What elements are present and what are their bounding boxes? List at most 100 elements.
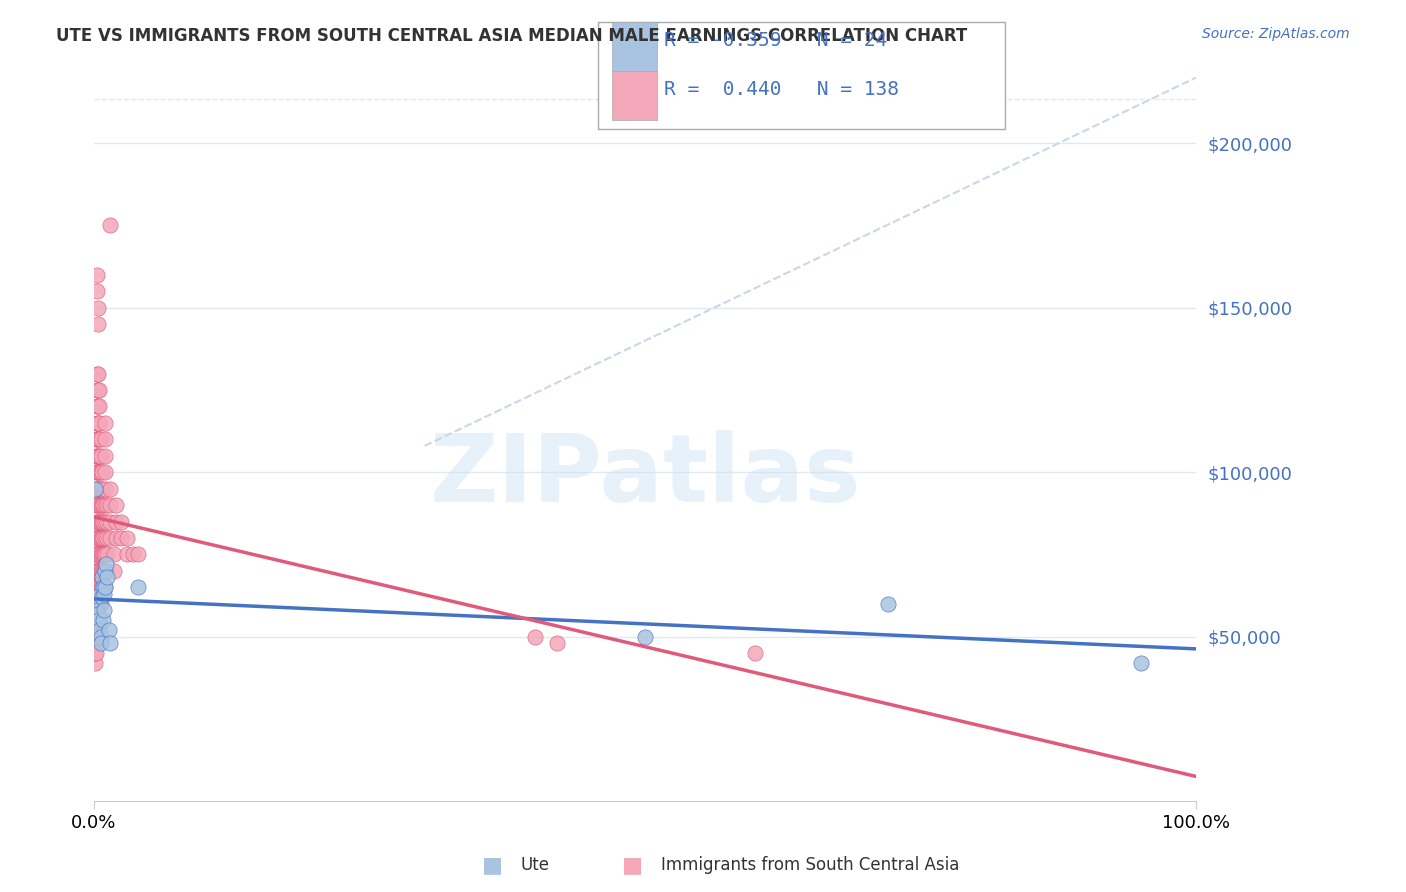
Point: [98, 623, 121, 637]
Point: [89, 400, 111, 414]
Text: Immigrants from South Central Asia: Immigrants from South Central Asia: [661, 856, 959, 874]
Point: [84, 548, 107, 562]
Point: [110, 515, 132, 529]
Point: [90, 630, 112, 644]
Point: [94, 482, 117, 496]
Point: [90, 482, 112, 496]
Point: [115, 531, 138, 545]
Point: [86, 268, 108, 282]
Point: [87, 449, 110, 463]
Point: [94, 558, 117, 572]
Point: [89, 623, 111, 637]
Point: [121, 548, 143, 562]
Point: [86, 449, 108, 463]
Point: [94, 564, 117, 578]
Point: [84, 564, 107, 578]
Point: [89, 597, 111, 611]
Point: [87, 367, 110, 381]
Point: [94, 580, 117, 594]
Point: [84, 570, 107, 584]
Point: [86, 400, 108, 414]
Point: [90, 580, 112, 594]
Point: [90, 531, 112, 545]
Point: [104, 531, 127, 545]
Point: [84, 613, 107, 627]
Point: [89, 580, 111, 594]
Point: [89, 498, 111, 512]
Point: [86, 548, 108, 562]
Point: [93, 564, 115, 578]
Point: [89, 531, 111, 545]
Point: [86, 416, 108, 430]
Point: [96, 531, 118, 545]
Point: [84, 564, 107, 578]
Point: [89, 465, 111, 479]
Point: [84, 656, 107, 670]
Point: [84, 630, 107, 644]
Point: [94, 580, 117, 594]
Point: [744, 646, 766, 660]
Point: [86, 367, 108, 381]
Point: [90, 531, 112, 545]
Point: [86, 285, 108, 299]
Text: R = -0.359   N = 24: R = -0.359 N = 24: [664, 30, 887, 50]
Point: [87, 301, 110, 315]
Text: Source: ZipAtlas.com: Source: ZipAtlas.com: [1202, 27, 1350, 41]
Point: [89, 383, 111, 397]
Point: [94, 498, 117, 512]
Point: [93, 580, 115, 594]
Point: [90, 564, 112, 578]
Point: [96, 515, 118, 529]
Point: [84, 482, 107, 496]
Point: [90, 433, 112, 447]
Point: [84, 580, 107, 594]
Point: [87, 515, 110, 529]
Point: [90, 591, 112, 605]
Point: [94, 416, 117, 430]
Point: [87, 416, 110, 430]
Point: [87, 482, 110, 496]
Point: [103, 564, 125, 578]
Point: [86, 465, 108, 479]
Point: [876, 597, 898, 611]
Point: [90, 548, 112, 562]
Point: [86, 498, 108, 512]
Point: [96, 570, 118, 584]
Point: [87, 613, 110, 627]
Point: [86, 564, 108, 578]
Point: [115, 548, 138, 562]
Point: [86, 580, 108, 594]
Point: [93, 548, 115, 562]
Point: [87, 498, 110, 512]
Point: [523, 630, 546, 644]
Point: [84, 646, 107, 660]
Point: [91, 580, 114, 594]
Point: [634, 630, 657, 644]
Point: [91, 515, 114, 529]
Text: ZIPatlas: ZIPatlas: [429, 430, 860, 522]
Point: [86, 433, 108, 447]
Point: [87, 564, 110, 578]
Point: [90, 482, 112, 496]
Point: [87, 400, 110, 414]
Point: [89, 416, 111, 430]
Text: Ute: Ute: [520, 856, 550, 874]
Text: UTE VS IMMIGRANTS FROM SOUTH CENTRAL ASIA MEDIAN MALE EARNINGS CORRELATION CHART: UTE VS IMMIGRANTS FROM SOUTH CENTRAL ASI…: [56, 27, 967, 45]
Point: [110, 531, 132, 545]
Point: [94, 465, 117, 479]
Point: [100, 515, 122, 529]
Point: [91, 613, 114, 627]
Point: [87, 597, 110, 611]
Point: [90, 465, 112, 479]
Point: [84, 603, 107, 617]
Point: [90, 465, 112, 479]
Point: [86, 630, 108, 644]
Point: [546, 636, 568, 650]
Point: [87, 433, 110, 447]
Point: [87, 465, 110, 479]
Point: [84, 597, 107, 611]
Point: [100, 219, 122, 233]
Point: [87, 531, 110, 545]
Point: [94, 515, 117, 529]
Point: [93, 603, 115, 617]
